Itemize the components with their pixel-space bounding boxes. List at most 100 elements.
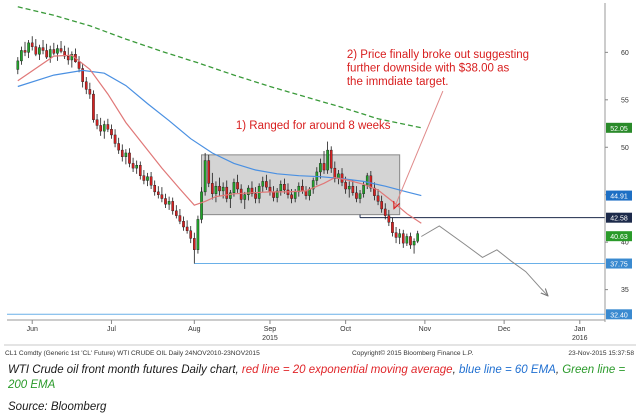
caption-text: WTI Crude oil front month futures Daily … [8, 364, 242, 376]
price-tag-box [606, 231, 632, 242]
y-tick-label: 40 [621, 240, 629, 247]
candle-body [66, 55, 70, 61]
candle-body [225, 186, 229, 199]
y-tick-label: 50 [621, 145, 629, 152]
candle [211, 172, 214, 200]
candle-body [322, 163, 326, 171]
x-year-label: 2015 [262, 335, 278, 342]
candle-body [178, 215, 182, 222]
x-tick-label: Jan [574, 326, 585, 333]
candle [160, 187, 164, 203]
candle-body [398, 233, 401, 238]
candle [99, 117, 102, 136]
candle-body [81, 68, 84, 82]
candle [265, 174, 268, 190]
candle-body [333, 167, 337, 179]
candle-body [401, 233, 405, 244]
candle [34, 39, 38, 57]
candle-body [77, 61, 81, 69]
annotation-breakout-line: 2) Price finally broke out suggesting [347, 49, 529, 61]
candle-body [293, 191, 297, 199]
candle [214, 181, 218, 203]
price-tag-box [606, 190, 632, 201]
candle [405, 233, 409, 246]
candle [387, 209, 391, 227]
candle-body [383, 208, 387, 216]
footer-center: Copyright© 2015 Bloomberg Finance L.P. [352, 349, 473, 357]
candle-body [261, 181, 265, 187]
candle-body [405, 236, 409, 244]
candle-body [185, 226, 189, 231]
candle [110, 124, 113, 139]
candle [20, 46, 23, 65]
candle [182, 216, 185, 231]
candle-body [146, 176, 149, 181]
candle-body [232, 182, 236, 194]
candle [117, 137, 120, 154]
candle [283, 178, 286, 194]
y-tick-label: 60 [621, 50, 629, 57]
candle [142, 170, 146, 185]
candle-body [351, 185, 355, 194]
candle-body [279, 184, 283, 192]
candle-body [319, 163, 322, 173]
candle [401, 229, 405, 248]
annotation-breakout-line: the immdiate target. [347, 76, 449, 88]
candle-body [52, 49, 56, 54]
candle-body [131, 163, 135, 169]
candle-body [347, 185, 351, 190]
candle-body [311, 180, 315, 190]
annotation-arrow [394, 90, 444, 208]
caption-separator: , [452, 364, 459, 376]
price-tag-box [606, 258, 632, 269]
candle-body [207, 160, 211, 184]
price-tag-label: 40.63 [610, 234, 628, 241]
candle-body [128, 152, 131, 164]
candle-body [171, 201, 175, 212]
candle [66, 47, 70, 65]
candle-body [135, 165, 139, 169]
candle-body [203, 160, 207, 193]
candle-body [391, 222, 394, 233]
candle [351, 179, 355, 196]
candle [189, 226, 193, 244]
candle-body [304, 190, 308, 196]
candle [394, 226, 398, 244]
candle [178, 208, 182, 225]
y-tick-label: 35 [621, 287, 629, 294]
candle [207, 154, 211, 188]
candle-body [70, 54, 74, 61]
candle-body [301, 185, 304, 192]
candle-body [196, 219, 200, 250]
candle-body [164, 198, 167, 205]
candle-body [369, 175, 373, 189]
candle-body [358, 193, 362, 199]
candle [261, 176, 265, 192]
candle [70, 51, 74, 68]
chart-caption: WTI Crude oil front month futures Daily … [8, 363, 634, 393]
candle-body [16, 60, 20, 70]
price-tag-label: 52.05 [610, 126, 628, 133]
candle-body [268, 186, 272, 193]
candle-body [189, 230, 193, 239]
candle-body [34, 46, 38, 55]
y-tick-label: 55 [621, 97, 629, 104]
candle [322, 151, 326, 174]
candle [236, 174, 239, 193]
candle [124, 149, 128, 165]
candle [56, 44, 59, 61]
x-year-label: 2016 [572, 335, 588, 342]
candle [48, 45, 52, 63]
candle [88, 82, 92, 99]
candle-body [56, 48, 59, 54]
x-tick-label: Jul [107, 326, 116, 333]
candle-body [329, 149, 333, 169]
candle [167, 196, 171, 210]
candle-body [138, 165, 142, 176]
caption-blue-line: blue line = 60 EMA [458, 364, 556, 376]
x-tick-label: Jun [27, 326, 38, 333]
x-tick-label: Nov [419, 326, 432, 333]
footer-right: 23-Nov-2015 15:37:58 [568, 350, 634, 357]
candle [347, 181, 351, 198]
candle [174, 205, 178, 219]
